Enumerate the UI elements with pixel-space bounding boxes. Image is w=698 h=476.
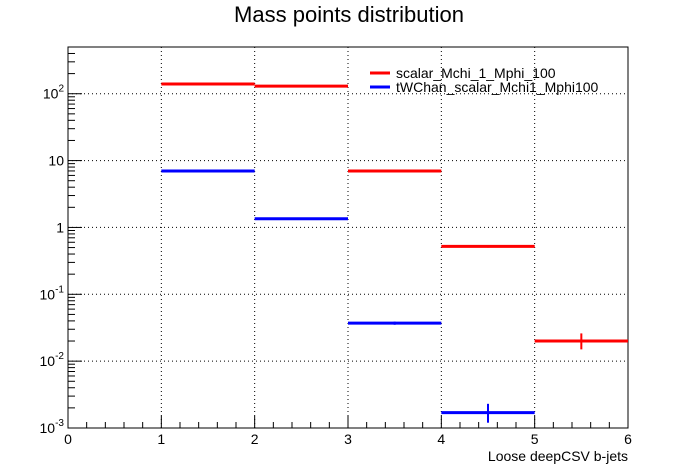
y-tick-label: 1	[56, 219, 64, 235]
x-tick-label: 1	[157, 431, 165, 447]
y-tick-label: 10-3	[40, 418, 65, 436]
x-tick-label: 0	[64, 431, 72, 447]
legend: scalar_Mchi_1_Mphi_100tWChan_scalar_Mchi…	[370, 65, 599, 95]
x-tick-label: 3	[344, 431, 352, 447]
x-axis-title: Loose deepCSV b-jets	[488, 448, 628, 464]
axes: 0 1 2 3 4 5 6 10-3 10-2 10-1 1 10 102	[40, 53, 633, 447]
y-tick-label: 10-1	[40, 284, 65, 302]
y-tick-label: 10	[48, 153, 64, 169]
x-tick-label: 2	[251, 431, 259, 447]
chart-title: Mass points distribution	[234, 2, 464, 27]
x-tick-label: 5	[531, 431, 539, 447]
legend-label: tWChan_scalar_Mchi1_Mphi100	[396, 79, 599, 95]
x-tick-label: 4	[437, 431, 445, 447]
y-tick-label: 10-2	[40, 351, 65, 369]
y-tick-label: 102	[43, 84, 65, 102]
histogram-series	[161, 84, 628, 423]
plot-frame	[68, 47, 628, 428]
grid-lines	[68, 47, 628, 428]
x-tick-label: 6	[624, 431, 632, 447]
